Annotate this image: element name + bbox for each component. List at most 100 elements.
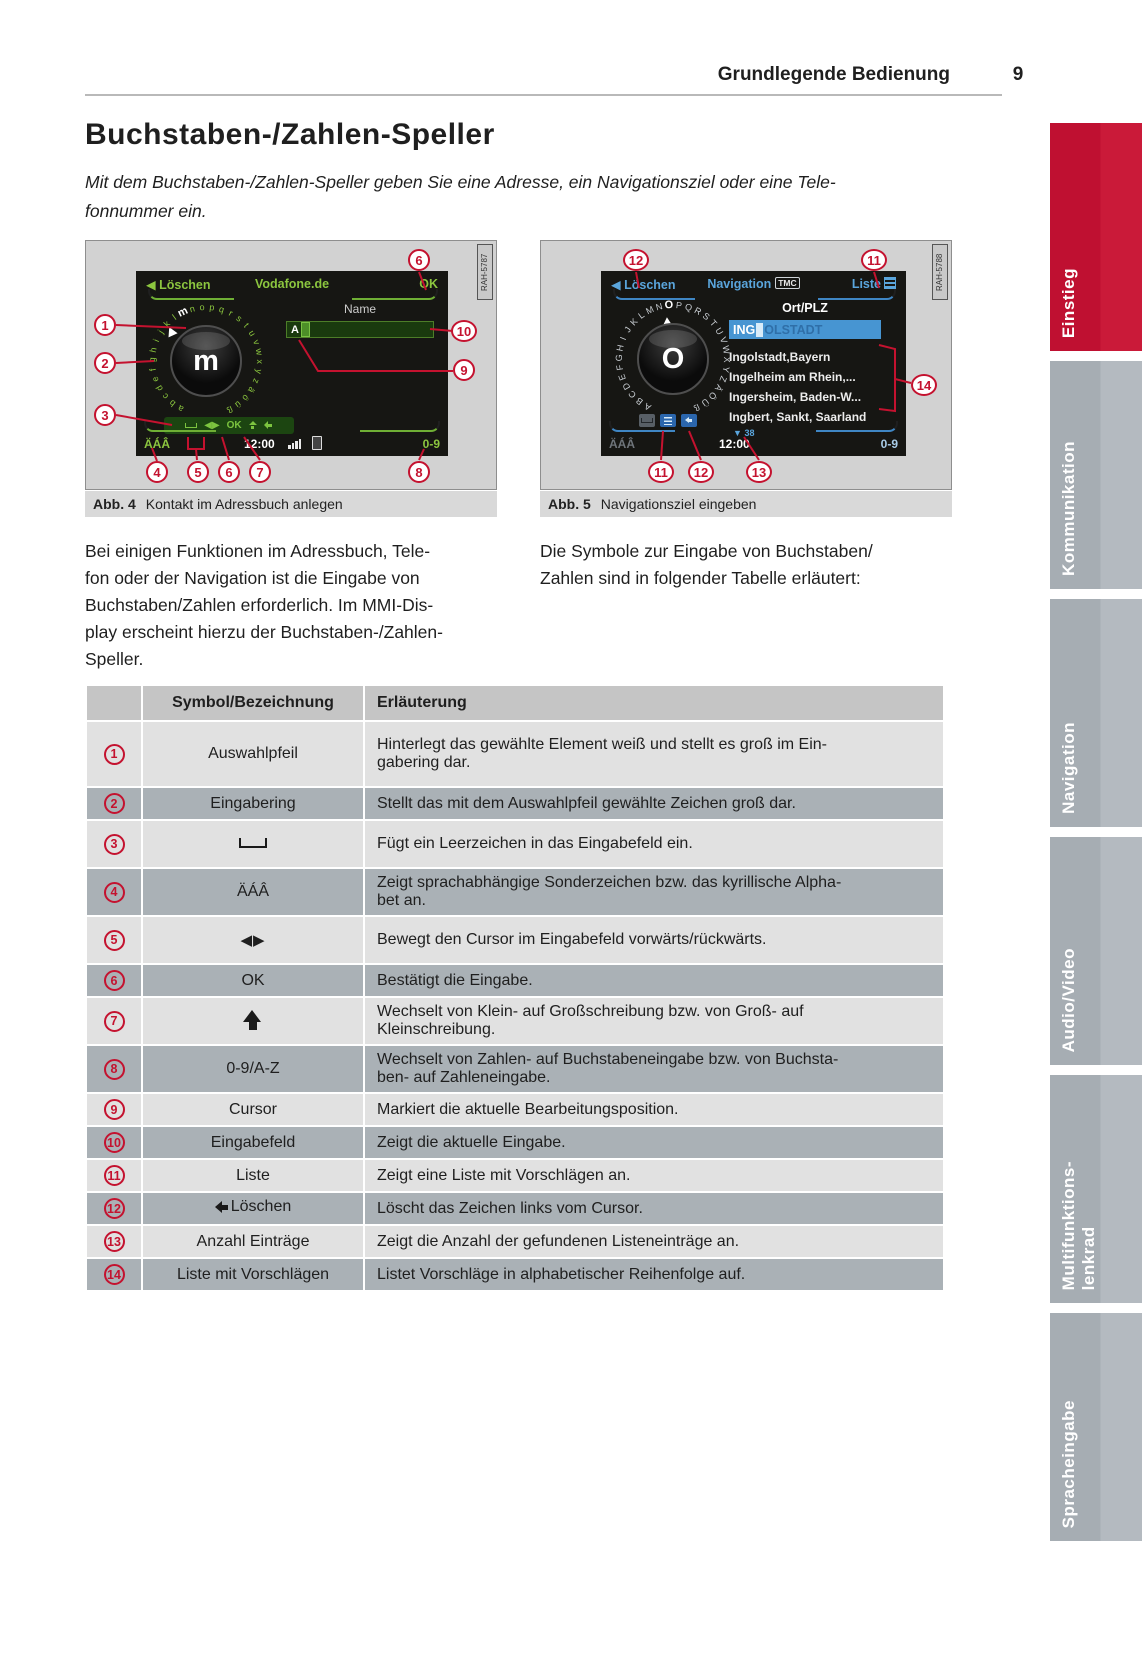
sidebar-tab-label: Spracheingabe xyxy=(1059,1399,1078,1528)
underline-swoosh xyxy=(148,289,234,300)
figure-tag: RAH-5788 xyxy=(932,244,948,300)
row-number: 8 xyxy=(103,1058,125,1080)
text-cursor xyxy=(300,322,310,337)
sidebar-tab-navigation[interactable]: Navigation xyxy=(1050,599,1142,827)
row-number: 13 xyxy=(103,1231,125,1252)
page-number: 9 xyxy=(1012,64,1024,85)
sidebar-tab-spracheingabe[interactable]: Spracheingabe xyxy=(1050,1313,1142,1541)
callout-marker: 13 xyxy=(746,461,772,483)
backspace-icon xyxy=(685,416,693,424)
row-number: 1 xyxy=(103,743,125,765)
cursor-arrows-icon: ◀▶ xyxy=(143,917,363,963)
row-number: 3 xyxy=(103,833,125,855)
back-button: ◀ Löschen xyxy=(146,278,211,292)
sidebar-tab-einstieg[interactable]: Einstieg xyxy=(1050,123,1142,351)
intro-text: Mit dem Buchstaben-/Zahlen-Speller geben… xyxy=(85,172,836,221)
text-cursor xyxy=(756,322,764,337)
list-item: Ingbert, Sankt, Saarland xyxy=(729,410,867,424)
row-desc: Zeigt die Anzahl der gefundenen Listenei… xyxy=(365,1226,943,1257)
row-number: 9 xyxy=(103,1099,125,1120)
row-desc: Listet Vorschläge in alphabetischer Reih… xyxy=(365,1259,943,1290)
callout-marker: 8 xyxy=(408,461,430,483)
row-desc: Zeigt die aktuelle Eingabe. xyxy=(365,1127,943,1158)
selected-letter: m xyxy=(193,344,219,377)
row-desc: Stellt das mit dem Auswahlpfeil gewählte… xyxy=(365,788,943,819)
table-row: 14 Liste mit Vorschlägen Listet Vorschlä… xyxy=(87,1259,943,1290)
space-button xyxy=(639,414,655,427)
entry-count: ▼ 38 xyxy=(733,428,755,438)
mmi-topbar: ◀ Löschen Vodafone.de OK xyxy=(136,277,448,293)
input-field-label: Name xyxy=(343,302,376,316)
row-symbol: OK xyxy=(143,965,363,996)
row-symbol: Eingabering xyxy=(143,788,363,819)
row-desc: Zeigt eine Liste mit Vorschlägen an. xyxy=(365,1160,943,1191)
space-icon xyxy=(641,418,653,423)
input-completion: OLSTADT xyxy=(764,322,823,337)
input-field-label: Ort/PLZ xyxy=(782,301,828,315)
row-desc: Zeigt sprachabhängige Sonderzeichen bzw.… xyxy=(365,869,943,915)
table-row: 1 Auswahlpfeil Hinterlegt das gewählte E… xyxy=(87,722,943,786)
row-symbol: Liste mit Vorschlägen xyxy=(143,1259,363,1290)
figure-abb5: RAH-5788 ◀ Löschen Navigation TMC Liste O… xyxy=(540,240,952,517)
header-symbol: Symbol/Bezeichnung xyxy=(143,686,363,720)
underline-swoosh xyxy=(360,421,440,432)
sidebar-tab-label: Kommunikation xyxy=(1059,441,1078,576)
speller-action-bar xyxy=(639,414,697,427)
sidebar-tab-label: Navigation xyxy=(1059,722,1078,814)
row-number: 2 xyxy=(103,793,125,814)
figure-tag: RAH-5787 xyxy=(477,244,493,300)
speller-knob: O xyxy=(637,323,709,395)
suggestion-list: Ingolstadt,Bayern Ingelheim am Rhein,...… xyxy=(729,347,866,427)
row-symbol: Eingabefeld xyxy=(143,1127,363,1158)
callout-marker: 10 xyxy=(451,320,477,342)
callout-marker: 1 xyxy=(94,314,116,336)
row-desc: Bewegt den Cursor im Eingabefeld vorwärt… xyxy=(365,917,943,963)
row-desc: Markiert die aktuelle Bearbeitungspositi… xyxy=(365,1094,943,1125)
input-field: ING OLSTADT xyxy=(729,320,881,339)
selected-letter: O xyxy=(661,342,685,375)
sidebar-tab-kommunikation[interactable]: Kommunikation xyxy=(1050,361,1142,589)
underline-swoosh xyxy=(613,289,695,300)
header-empty xyxy=(87,686,141,720)
underline-swoosh xyxy=(816,421,898,432)
callout-marker: 7 xyxy=(249,461,271,483)
row-desc: Löscht das Zeichen links vom Cursor. xyxy=(365,1193,943,1224)
callout-marker: 6 xyxy=(408,249,430,271)
figure-caption-label: Abb. 4 xyxy=(93,496,136,512)
row-symbol: Cursor xyxy=(143,1094,363,1125)
table-row: 11 Liste Zeigt eine Liste mit Vorschläge… xyxy=(87,1160,943,1191)
backspace-icon xyxy=(263,421,273,430)
figure-abb4-canvas: RAH-5787 ◀ Löschen Vodafone.de OK Name A… xyxy=(85,240,497,490)
ok-label: OK xyxy=(226,420,242,431)
figure-caption: Abb. 5 Navigationsziel eingeben xyxy=(540,491,952,517)
underline-swoosh xyxy=(144,421,216,432)
table-row: 5 ◀▶ Bewegt den Cursor im Eingabefeld vo… xyxy=(87,917,943,963)
callout-marker: 3 xyxy=(94,404,116,426)
list-item: Ingelheim am Rhein,... xyxy=(729,370,856,384)
body-paragraph-left: Bei einigen Funktionen im Adressbuch, Te… xyxy=(85,541,443,669)
callout-marker: 4 xyxy=(146,461,168,483)
symbol-table: Symbol/Bezeichnung Erläuterung 1 Auswahl… xyxy=(85,684,945,1292)
backspace-button xyxy=(681,414,697,427)
figure-caption-text: Kontakt im Adressbuch anlegen xyxy=(145,496,343,512)
table-row: 13 Anzahl Einträge Zeigt die Anzahl der … xyxy=(87,1226,943,1257)
row-number: 11 xyxy=(103,1165,125,1186)
sidebar-tab-multifunktionslenkrad[interactable]: Multifunktions- lenkrad xyxy=(1050,1075,1142,1303)
row-number: 5 xyxy=(103,929,125,951)
input-value: A xyxy=(291,323,299,336)
row-symbol: 0-9/A-Z xyxy=(143,1046,363,1092)
shift-icon xyxy=(243,1010,263,1032)
input-field: A xyxy=(286,321,434,338)
numbers-button: 0-9 xyxy=(422,437,440,451)
sidebar-tab-audio-video[interactable]: Audio/Video xyxy=(1050,837,1142,1065)
callout-marker: 9 xyxy=(453,359,475,381)
callout-marker: 11 xyxy=(861,249,887,271)
row-symbol: ÄÁÂ xyxy=(143,869,363,915)
body-paragraph-right: Die Symbole zur Eingabe von Buchstaben/ … xyxy=(540,541,873,588)
table-row: 7 Wechselt von Klein- auf Großschreibung… xyxy=(87,998,943,1044)
figure-caption-label: Abb. 5 xyxy=(548,496,591,512)
list-icon xyxy=(884,277,896,289)
table-row: 4 ÄÁÂ Zeigt sprachabhängige Sonderzeiche… xyxy=(87,869,943,915)
sidebar-tab-label: Einstieg xyxy=(1059,267,1078,338)
